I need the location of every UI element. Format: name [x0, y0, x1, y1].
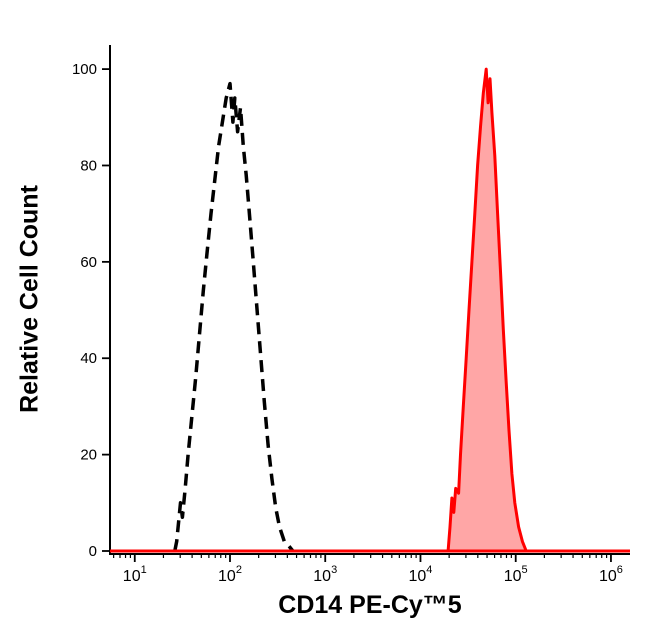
x-tick-label: 103 [313, 564, 337, 585]
x-tick-label: 102 [218, 564, 242, 585]
y-axis-label: Relative Cell Count [15, 185, 44, 413]
y-tick-label: 60 [80, 254, 97, 271]
y-tick-label: 100 [72, 61, 97, 78]
x-tick-label: 101 [123, 564, 147, 585]
y-tick-label: 0 [89, 543, 97, 560]
black-dashed-outline-histogram-curve [173, 81, 295, 553]
y-tick-label: 20 [80, 447, 97, 464]
x-tick-label: 104 [409, 564, 433, 585]
red-filled-histogram-fill [448, 69, 527, 551]
y-tick-label: 40 [80, 350, 97, 367]
x-tick-label: 105 [504, 564, 528, 585]
x-tick-label: 106 [599, 564, 623, 585]
y-tick-label: 80 [80, 157, 97, 174]
red-filled-histogram-curve [446, 67, 528, 552]
x-axis-label: CD14 PE-Cy™5 [278, 591, 462, 619]
